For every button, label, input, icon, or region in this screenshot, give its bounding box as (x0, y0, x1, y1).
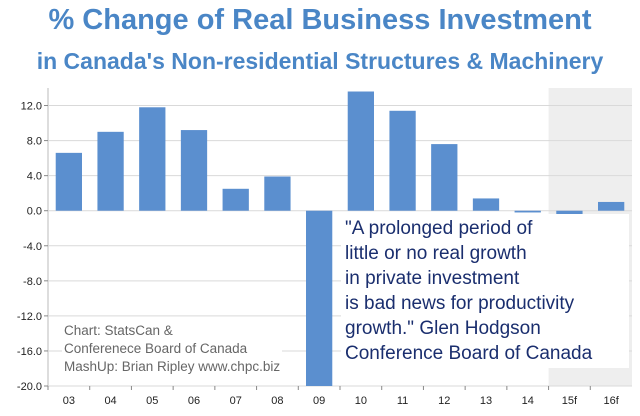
quote-line: little or no real growth (345, 243, 527, 264)
x-tick-label: 06 (188, 395, 200, 407)
x-tick-label: 07 (230, 395, 242, 407)
quote-line: in private investment (345, 268, 520, 289)
bar (222, 188, 249, 211)
quote-line: growth." Glen Hodgson (345, 318, 541, 339)
quote-line: "A prolonged period of (345, 218, 533, 239)
quote-line: is bad news for productivity (345, 293, 575, 314)
bar (139, 107, 166, 211)
x-tick-label: 08 (271, 395, 283, 407)
bar (306, 210, 333, 386)
chart-subtitle: in Canada's Non-residential Structures &… (36, 48, 604, 74)
y-tick-label: -4.0 (23, 241, 42, 253)
x-tick-label: 15f (562, 395, 578, 407)
y-tick-label: -20.0 (17, 381, 42, 393)
y-tick-label: 12.0 (21, 101, 42, 113)
bar (264, 176, 291, 211)
x-tick-label: 11 (397, 395, 408, 407)
bar (180, 130, 208, 211)
y-tick-label: -8.0 (23, 276, 42, 288)
bar (431, 144, 458, 211)
bar (514, 210, 541, 213)
chart-title: % Change of Real Business Investment (48, 4, 592, 36)
bar (598, 201, 625, 211)
y-tick-label: 0.0 (27, 206, 42, 218)
bar (55, 152, 82, 211)
bar (389, 110, 416, 211)
credit-line: MashUp: Brian Ripley www.chpc.biz (64, 359, 281, 374)
x-tick-label: 12 (438, 395, 450, 407)
x-tick-label: 03 (63, 395, 75, 407)
bar (472, 198, 500, 211)
x-tick-label: 13 (480, 395, 492, 407)
credit-line: Chart: StatsCan & (64, 323, 173, 338)
y-tick-label: 4.0 (27, 171, 42, 183)
x-tick-label: 05 (146, 395, 158, 407)
chart-credits: Chart: StatsCan & Conferenece Board of C… (62, 322, 283, 376)
y-tick-label: -16.0 (17, 346, 42, 358)
x-tick-label: 09 (313, 395, 325, 407)
x-tick-label: 16f (603, 395, 619, 407)
bar (97, 131, 124, 211)
quote-line: Conference Board of Canada (345, 343, 593, 364)
x-tick-label: 14 (522, 395, 534, 407)
y-tick-label: -12.0 (17, 311, 42, 323)
credit-line: Conferenece Board of Canada (64, 341, 248, 356)
x-tick-label: 04 (104, 395, 116, 407)
x-tick-label: 10 (355, 395, 367, 407)
quote-annotation: "A prolonged period of little or no real… (341, 214, 629, 368)
bar (347, 91, 374, 211)
y-tick-label: 8.0 (27, 136, 42, 148)
